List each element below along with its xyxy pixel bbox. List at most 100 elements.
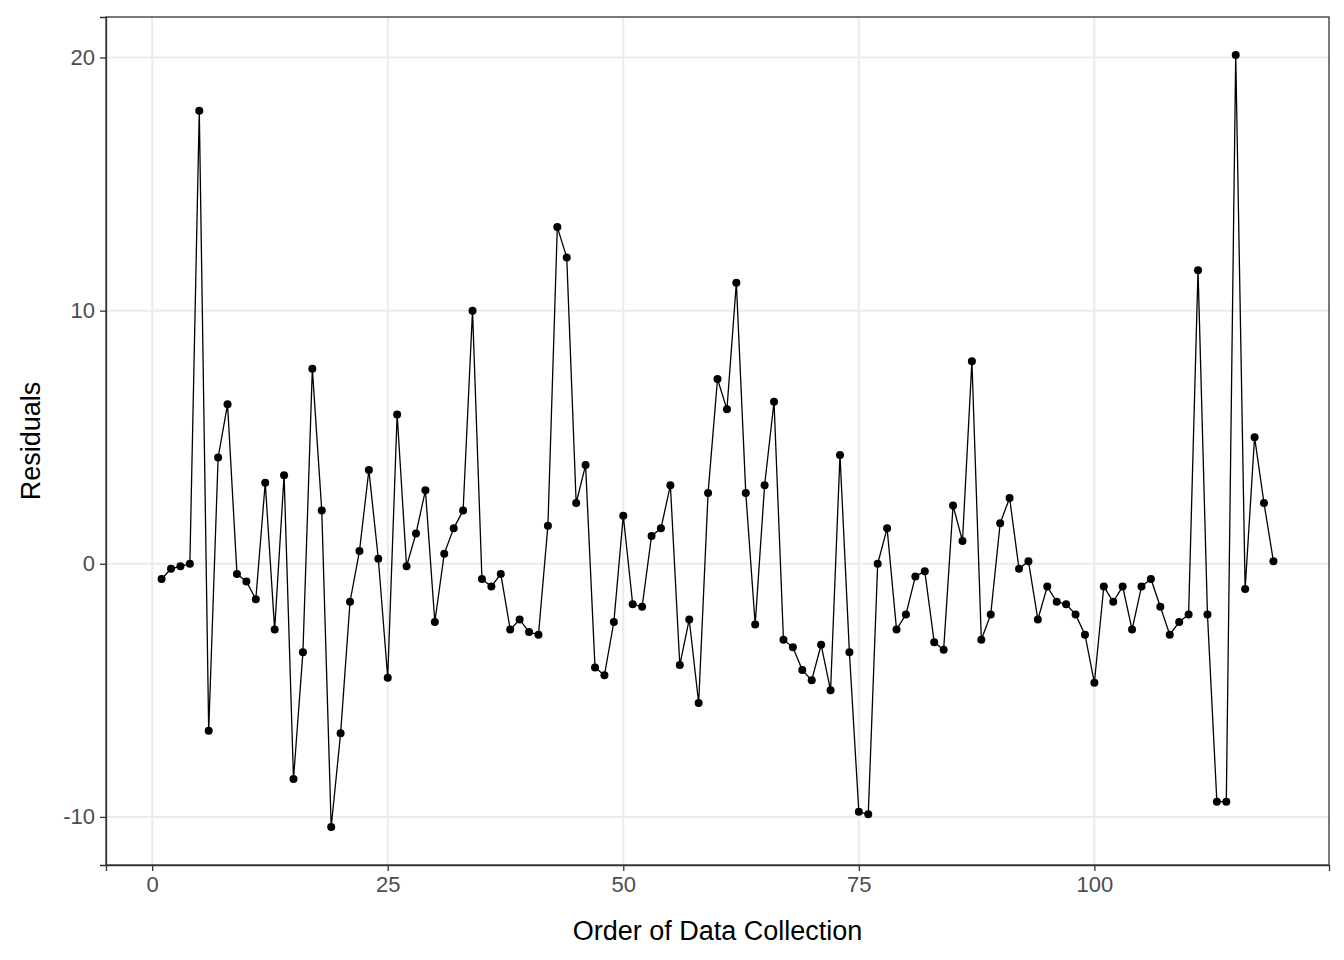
plot-area: 0255075100-1001020 [63,17,1329,897]
point [412,529,420,537]
point [1043,583,1051,591]
point [1232,51,1240,59]
point [1053,598,1061,606]
point [732,279,740,287]
point [280,471,288,479]
grid-line [622,17,624,865]
point [242,577,250,585]
point [290,775,298,783]
point [195,107,203,115]
tick-mark [152,865,153,871]
point [619,512,627,520]
point [1119,583,1127,591]
point [742,489,750,497]
point [516,615,524,623]
point [440,550,448,558]
panel-border [106,17,1329,865]
tick: 0 [83,551,106,576]
point [1024,557,1032,565]
point [817,641,825,649]
point [450,524,458,532]
point [431,618,439,626]
point [1213,798,1221,806]
point [233,570,241,578]
grid-line [106,563,1329,565]
point [657,524,665,532]
axis-line [100,18,107,866]
point [1185,610,1193,618]
point [271,626,279,634]
point [337,729,345,737]
point [761,481,769,489]
grid-line [151,17,153,865]
point [205,727,213,735]
point [977,636,985,644]
point [676,661,684,669]
tick-label: 0 [83,551,95,576]
point [648,532,656,540]
tick: 75 [847,865,871,897]
point [299,648,307,656]
point [987,610,995,618]
tick: 20 [71,45,106,70]
point [921,567,929,575]
point [855,808,863,816]
point [610,618,618,626]
point [958,537,966,545]
point [421,486,429,494]
residual-line [162,55,1274,827]
chart: 0255075100-1001020Order of Data Collecti… [0,0,1344,960]
point [940,646,948,654]
point [949,502,957,510]
tick-mark [623,865,624,871]
point [1072,610,1080,618]
point [779,636,787,644]
point [1090,679,1098,687]
point [723,405,731,413]
point [1269,557,1277,565]
axis-line [107,866,1330,872]
point [1062,600,1070,608]
point [355,547,363,555]
grid-line [106,816,1329,818]
point [308,365,316,373]
point [176,562,184,570]
point [770,398,778,406]
point [704,489,712,497]
point [478,575,486,583]
point [497,570,505,578]
point [1147,575,1155,583]
point [893,626,901,634]
point [1251,433,1259,441]
grid-line [858,17,860,865]
point [167,565,175,573]
point [384,674,392,682]
point [1175,618,1183,626]
x-axis: 0255075100 [107,865,1330,897]
point [1194,266,1202,274]
point [1137,583,1145,591]
tick-label: 50 [612,872,636,897]
point [1128,626,1136,634]
y-axis: -1001020 [63,18,106,866]
point [1034,615,1042,623]
tick-mark [859,865,860,871]
point [572,499,580,507]
tick-label: -10 [63,804,95,829]
point [403,562,411,570]
point [902,610,910,618]
point [186,560,194,568]
point [864,810,872,818]
point [553,223,561,231]
point [845,648,853,656]
point [459,507,467,515]
point [827,686,835,694]
tick-label: 0 [147,872,159,897]
point [318,507,326,515]
point [600,671,608,679]
point [252,595,260,603]
point [751,621,759,629]
grid-line [387,17,389,865]
point [1166,631,1174,639]
point [393,410,401,418]
